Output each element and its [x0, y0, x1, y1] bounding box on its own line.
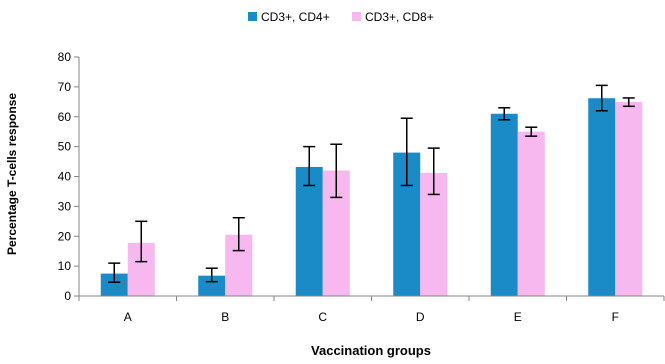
x-axis: A B C D E F	[78, 295, 665, 324]
bar-C-series-1	[295, 166, 323, 296]
bar-E-series-1	[490, 113, 518, 296]
bar-F-series-1	[588, 98, 616, 296]
bars	[100, 98, 643, 296]
legend: CD3+, CD4+ CD3+, CD8+	[248, 10, 434, 24]
error-bars	[108, 84, 635, 284]
x-axis-label: Vaccination groups	[311, 343, 431, 358]
x-tick-label: B	[221, 310, 229, 324]
y-axis: 0 10 20 30 40 50 60 70 80	[58, 50, 80, 303]
bar-E-series-2	[517, 131, 545, 296]
y-tick-label: 80	[58, 50, 72, 64]
legend-label-series-1: CD3+, CD4+	[261, 10, 330, 24]
y-tick-label: 10	[58, 259, 72, 273]
y-tick-label: 20	[58, 229, 72, 243]
y-axis-label: Percentage T-cells response	[5, 93, 19, 255]
x-tick-label: C	[318, 310, 327, 324]
x-tick-label: D	[416, 310, 425, 324]
y-tick-label: 50	[58, 140, 72, 154]
legend-swatch-series-1	[248, 12, 257, 21]
y-tick-label: 60	[58, 110, 72, 124]
x-tick-label: A	[124, 310, 132, 324]
legend-swatch-series-2	[352, 12, 361, 21]
bar-B-series-1	[198, 275, 226, 296]
legend-label-series-2: CD3+, CD8+	[365, 10, 434, 24]
y-tick-label: 0	[64, 289, 71, 303]
x-tick-label: E	[514, 310, 522, 324]
bar-A-series-1	[100, 273, 128, 296]
y-tick-label: 40	[58, 170, 72, 184]
y-tick-label: 70	[58, 80, 72, 94]
x-tick-label: F	[612, 310, 619, 324]
y-tick-label: 30	[58, 199, 72, 213]
bar-F-series-2	[615, 101, 643, 296]
